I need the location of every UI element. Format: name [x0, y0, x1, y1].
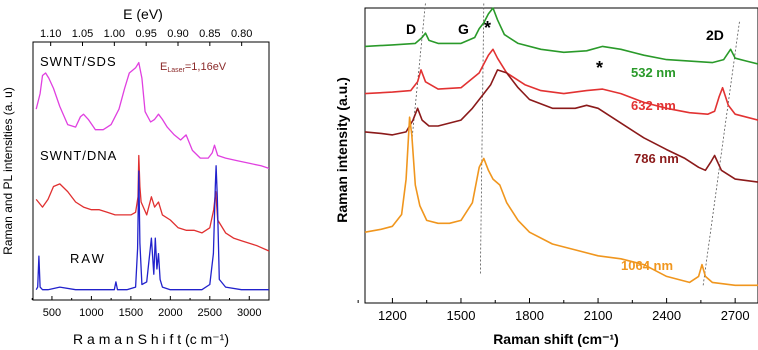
right-x-tick-label: 1800: [515, 308, 544, 323]
peak-label-2d: 2D: [706, 27, 724, 43]
right-x-tick-label: 2700: [721, 308, 750, 323]
left-top-ticks: 1.10 1.05 1.00 0.95 0.90 0.85 0.80: [40, 28, 252, 46]
series-label-swnt-dna: SWNT/DNA: [40, 148, 117, 163]
right-x-axis-label: Raman shift (cm⁻¹): [493, 331, 619, 347]
left-series-swnt-sds: [35, 61, 270, 170]
left-top-tick-label: 1.00: [104, 28, 125, 40]
right-series-532-nm: [364, 7, 758, 65]
left-top-tick-label: 0.80: [231, 28, 252, 40]
left-series: [35, 61, 270, 291]
left-plot-frame: [32, 41, 270, 301]
left-series-raw: [35, 165, 269, 291]
peak-label-g: G: [458, 21, 469, 37]
right-series-786-nm: [364, 69, 758, 183]
left-x-ticks: 500 1000 1500 2000 2500 3000: [31, 296, 262, 319]
right-x-tick-label: 1500: [447, 308, 476, 323]
left-top-tick-label: 0.95: [135, 28, 156, 40]
peak-guide-line: [702, 19, 741, 286]
right-x-tick-label: 2100: [584, 308, 613, 323]
series-label-632nm: 632 nm: [631, 98, 676, 113]
right-x-tick-label: 2400: [652, 308, 681, 323]
left-x-tick-label: 2000: [158, 307, 182, 319]
left-top-tick-label: 0.90: [167, 28, 188, 40]
series-label-1064nm: 1064 nm: [621, 258, 673, 273]
laser-energy-value: =1,16eV: [185, 61, 227, 73]
peak-label-star-1: *: [484, 18, 491, 38]
left-top-tick-label: 1.10: [40, 28, 61, 40]
left-chart: E (eV) 1.10 1.05 1.00 0.95 0.90 0.85 0.80 500 1…: [1, 6, 270, 347]
series-label-786nm: 786 nm: [634, 151, 679, 166]
peak-guide-line: [411, 2, 426, 141]
right-x-ticks: 1200 1500 1800 2100 2400 2700: [357, 298, 750, 323]
series-label-raw: RAW: [70, 251, 106, 266]
left-top-tick-label: 1.05: [72, 28, 93, 40]
left-x-tick-label: 1000: [79, 307, 103, 319]
left-top-axis-label: E (eV): [123, 6, 163, 22]
right-series-632-nm: [364, 48, 758, 121]
right-series: [364, 7, 758, 287]
left-x-tick-label: 1500: [119, 307, 143, 319]
left-y-axis-label: Raman and PL intensities (a. u): [1, 87, 15, 255]
right-guide-lines: [411, 2, 741, 286]
left-series-swnt-dna: [35, 154, 270, 252]
peak-label-star-2: *: [596, 58, 603, 78]
series-label-532nm: 532 nm: [631, 65, 676, 80]
right-x-tick-label: 1200: [378, 308, 407, 323]
laser-energy-subscript: Laser: [167, 67, 185, 74]
peak-guide-line: [479, 2, 485, 274]
right-y-axis-label: Raman intensity (a.u.): [334, 77, 350, 222]
left-x-tick-label: 500: [43, 307, 61, 319]
laser-energy-prefix: E: [160, 61, 167, 73]
left-top-tick-label: 0.85: [199, 28, 220, 40]
peak-label-d: D: [406, 21, 416, 37]
right-plot-frame: [364, 7, 758, 304]
series-label-swnt-sds: SWNT/SDS: [40, 54, 117, 69]
left-x-tick-label: 2500: [198, 307, 222, 319]
right-series-1064-nm: [364, 116, 758, 287]
left-x-tick-label: 3000: [237, 307, 261, 319]
laser-energy-annotation: ELaser=1,16eV: [160, 61, 227, 74]
right-chart: 1200 1500 1800 2100 2400 2700 Raman shift (cm…: [334, 2, 758, 347]
left-x-axis-label: R a m a n S h i f t (c m⁻¹): [73, 331, 229, 347]
